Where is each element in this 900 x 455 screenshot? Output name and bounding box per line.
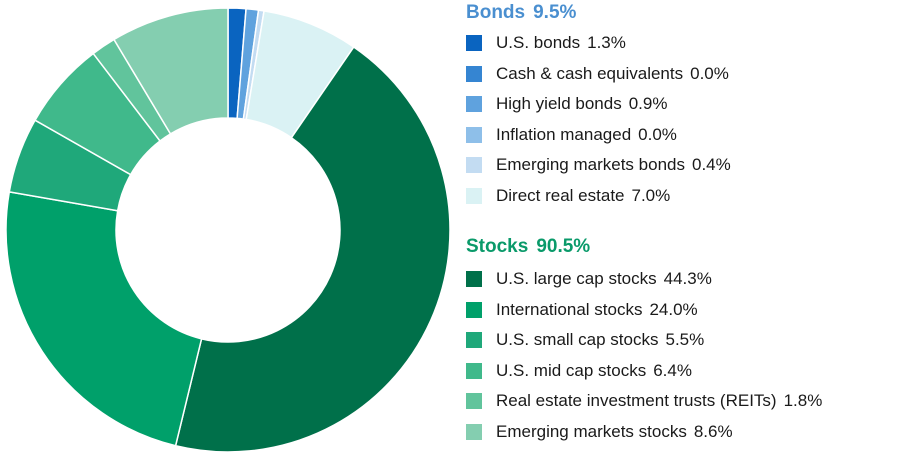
legend-value: 44.3% (663, 269, 712, 288)
stocks-group-name: Stocks (466, 236, 529, 257)
legend-swatch (466, 35, 482, 51)
legend-label: U.S. bonds 1.3% (496, 32, 626, 54)
legend-label-text: Inflation managed (496, 124, 632, 144)
legend-label-text: Emerging markets stocks (496, 421, 687, 441)
legend-value: 6.4% (653, 360, 692, 380)
legend-label-text: Cash & cash equivalents (496, 63, 684, 83)
legend-swatch (466, 96, 482, 112)
legend-label: High yield bonds 0.9% (496, 93, 667, 115)
legend-label: U.S. small cap stocks 5.5% (496, 329, 704, 351)
legend-swatch (466, 126, 482, 143)
legend-swatch (466, 157, 482, 173)
legend-label: U.S. large cap stocks 44.3% (496, 268, 712, 290)
legend-swatch (466, 271, 482, 287)
legend-label-text: U.S. small cap stocks (496, 330, 659, 349)
donut-chart (5, 7, 451, 453)
legend-label-text: Real estate investment trusts (REITs) (496, 391, 777, 410)
legend-value: 7.0% (631, 185, 671, 205)
legend-swatch (466, 65, 482, 82)
legend-value: 5.5% (665, 330, 705, 349)
legend-swatch (466, 393, 482, 409)
legend-swatch (466, 423, 482, 440)
legend-label-text: International stocks (496, 299, 643, 319)
legend-label-text: Direct real estate (496, 185, 625, 205)
legend-label: Emerging markets stocks 8.6% (496, 421, 733, 443)
legend-label: U.S. mid cap stocks 6.4% (496, 360, 692, 382)
legend-label: International stocks 24.0% (496, 299, 698, 321)
legend-swatch (466, 332, 482, 348)
legend-value: 0.9% (628, 94, 668, 113)
pie-slice (112, 7, 229, 135)
legend-value: 0.0% (638, 124, 677, 144)
legend-label: Real estate investment trusts (REITs) 1.8… (496, 390, 822, 412)
stocks-group-total: 90.5% (536, 236, 591, 257)
bonds-group-total: 9.5% (533, 2, 577, 23)
legend-label: Direct real estate 7.0% (496, 185, 670, 207)
legend-label-text: U.S. bonds (496, 33, 581, 52)
legend-swatch (466, 362, 482, 379)
legend-value: 1.8% (783, 391, 823, 410)
legend-value: 24.0% (649, 299, 698, 319)
legend-label-text: Emerging markets bonds (496, 155, 685, 174)
pie-slice (5, 191, 203, 447)
legend-label-text: High yield bonds (496, 94, 622, 113)
legend-label: Cash & cash equivalents 0.0% (496, 63, 729, 85)
legend-value: 0.0% (690, 63, 729, 83)
legend-label: Emerging markets bonds 0.4% (496, 154, 731, 176)
pie-slice (174, 45, 451, 453)
legend-label-text: U.S. mid cap stocks (496, 360, 647, 380)
legend-value: 0.4% (691, 155, 731, 174)
legend-swatch (466, 187, 482, 204)
legend-swatch (466, 301, 482, 318)
legend-value: 1.3% (587, 33, 626, 52)
legend-label-text: U.S. large cap stocks (496, 269, 657, 288)
bonds-group-name: Bonds (466, 2, 526, 23)
legend-group-stocks: Stocks 90.5% (466, 234, 590, 260)
legend-label: Inflation managed 0.0% (496, 124, 677, 146)
legend-value: 8.6% (693, 421, 733, 441)
legend-group-bonds: Bonds 9.5% (466, 0, 576, 26)
